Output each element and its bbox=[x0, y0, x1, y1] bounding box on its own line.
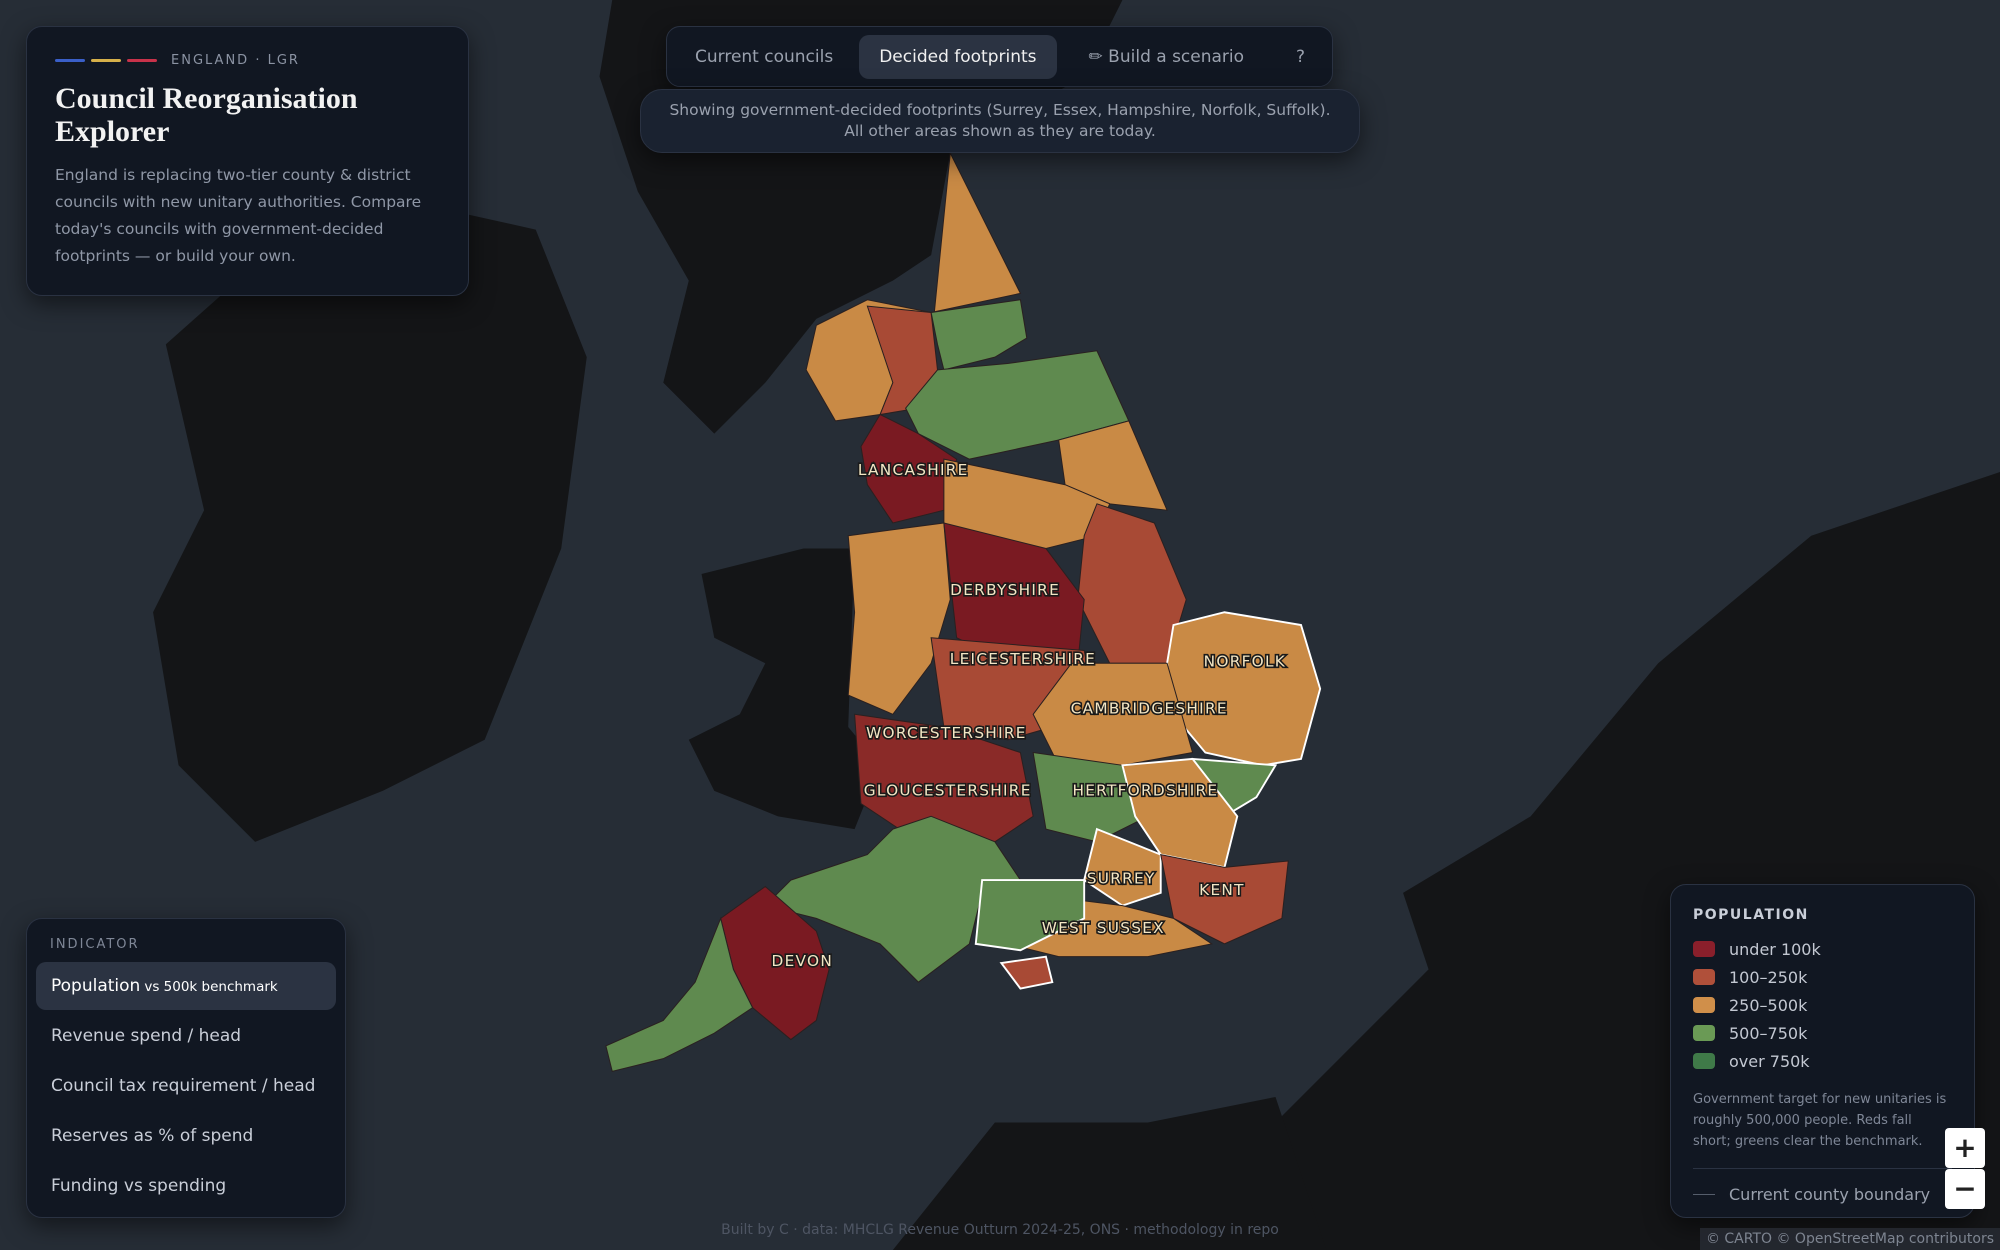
indicator-panel: INDICATOR Population vs 500k benchmark Rev… bbox=[26, 918, 346, 1218]
legend-item: 100–250k bbox=[1693, 963, 1952, 991]
county-label: NORFOLK bbox=[1204, 652, 1286, 670]
legend-label: 250–500k bbox=[1729, 995, 1808, 1015]
attribution: © CARTO © OpenStreetMap contributors bbox=[1699, 1228, 2000, 1250]
zoom-out[interactable]: − bbox=[1945, 1169, 1985, 1209]
county-label: SURREY bbox=[1087, 869, 1156, 887]
indicator-label: Funding vs spending bbox=[51, 1176, 227, 1196]
legend-swatch bbox=[1693, 941, 1715, 957]
county-label: CAMBRIDGESHIRE bbox=[1071, 700, 1228, 718]
county-label: GLOUCESTERSHIRE bbox=[864, 781, 1032, 799]
indicator-item[interactable]: Reserves as % of spend bbox=[36, 1112, 336, 1160]
legend: POPULATION under 100k 100–250k 250–500k 500… bbox=[1670, 884, 1975, 1218]
tab[interactable]: ✏ Build a scenario bbox=[1088, 46, 1245, 67]
indicator-label: Council tax requirement / head bbox=[51, 1076, 316, 1096]
county-label: LEICESTERSHIRE bbox=[950, 650, 1096, 668]
county-label: KENT bbox=[1199, 881, 1245, 899]
legend-swatch bbox=[1693, 1025, 1715, 1041]
legend-items: under 100k 100–250k 250–500k 500–750k over 7… bbox=[1693, 935, 1952, 1075]
indicator-heading: INDICATOR bbox=[50, 937, 140, 952]
county-label: DEVON bbox=[772, 952, 834, 970]
county-label: HERTFORDSHIRE bbox=[1072, 781, 1218, 799]
boundary-key: Current county boundary bbox=[1693, 1185, 1952, 1204]
indicator-label: Reserves as % of spend bbox=[51, 1126, 254, 1146]
legend-swatch bbox=[1693, 969, 1715, 985]
legend-swatch bbox=[1693, 997, 1715, 1013]
county-label: LANCASHIRE bbox=[858, 461, 969, 479]
title: Council Reorganisation Explorer bbox=[55, 82, 358, 148]
boundary-label: Current county boundary bbox=[1729, 1185, 1931, 1204]
indicator-label: Population bbox=[51, 976, 141, 996]
council-areas bbox=[605, 151, 1322, 1073]
indicator-sub: vs 500k benchmark bbox=[144, 979, 278, 995]
legend-label: 500–750k bbox=[1729, 1023, 1808, 1043]
legend-title: POPULATION bbox=[1693, 907, 1809, 923]
footer: Built by C · data: MHCLG Revenue Outturn… bbox=[721, 1222, 1279, 1238]
county-labels: LANCASHIRE DERBYSHIRE LEICESTERSHIRE NORFOL… bbox=[770, 460, 1286, 972]
legend-swatch bbox=[1693, 1053, 1715, 1069]
description: England is replacing two-tier county & d… bbox=[55, 166, 422, 265]
tab[interactable]: Decided footprints bbox=[859, 34, 1057, 79]
indicator-list: Population vs 500k benchmark Revenue spend… bbox=[36, 962, 336, 1210]
tab[interactable]: ? bbox=[1296, 46, 1306, 67]
zoom-in[interactable]: + bbox=[1945, 1128, 1985, 1168]
eyebrow-text: ENGLAND · LGR bbox=[171, 53, 300, 68]
county-label: DERBYSHIRE bbox=[950, 581, 1060, 599]
county-label: WEST SUSSEX bbox=[1042, 919, 1165, 937]
tab-bar: Current councils Decided footprints ✏ Buil… bbox=[666, 26, 1333, 87]
indicator-label: Revenue spend / head bbox=[51, 1026, 242, 1046]
legend-label: 100–250k bbox=[1729, 967, 1808, 987]
legend-label: under 100k bbox=[1729, 939, 1821, 959]
legend-label: over 750k bbox=[1729, 1051, 1810, 1071]
notice: Showing government-decided footprints (S… bbox=[640, 89, 1360, 153]
indicator-item[interactable]: Council tax requirement / head bbox=[36, 1062, 336, 1110]
indicator-item[interactable]: Revenue spend / head bbox=[36, 1012, 336, 1060]
county-label: WORCESTERSHIRE bbox=[866, 724, 1027, 742]
indicator-item[interactable]: Population vs 500k benchmark bbox=[36, 962, 336, 1010]
legend-note: Government target for new unitaries is r… bbox=[1693, 1089, 1952, 1169]
legend-item: over 750k bbox=[1693, 1047, 1952, 1075]
tab[interactable]: Current councils bbox=[695, 46, 834, 67]
info-panel: ENGLAND · LGR Council Reorganisation Exp… bbox=[26, 26, 469, 296]
legend-item: under 100k bbox=[1693, 935, 1952, 963]
legend-item: 250–500k bbox=[1693, 991, 1952, 1019]
legend-item: 500–750k bbox=[1693, 1019, 1952, 1047]
eyebrow: ENGLAND · LGR bbox=[55, 53, 440, 68]
indicator-item[interactable]: Funding vs spending bbox=[36, 1162, 336, 1210]
